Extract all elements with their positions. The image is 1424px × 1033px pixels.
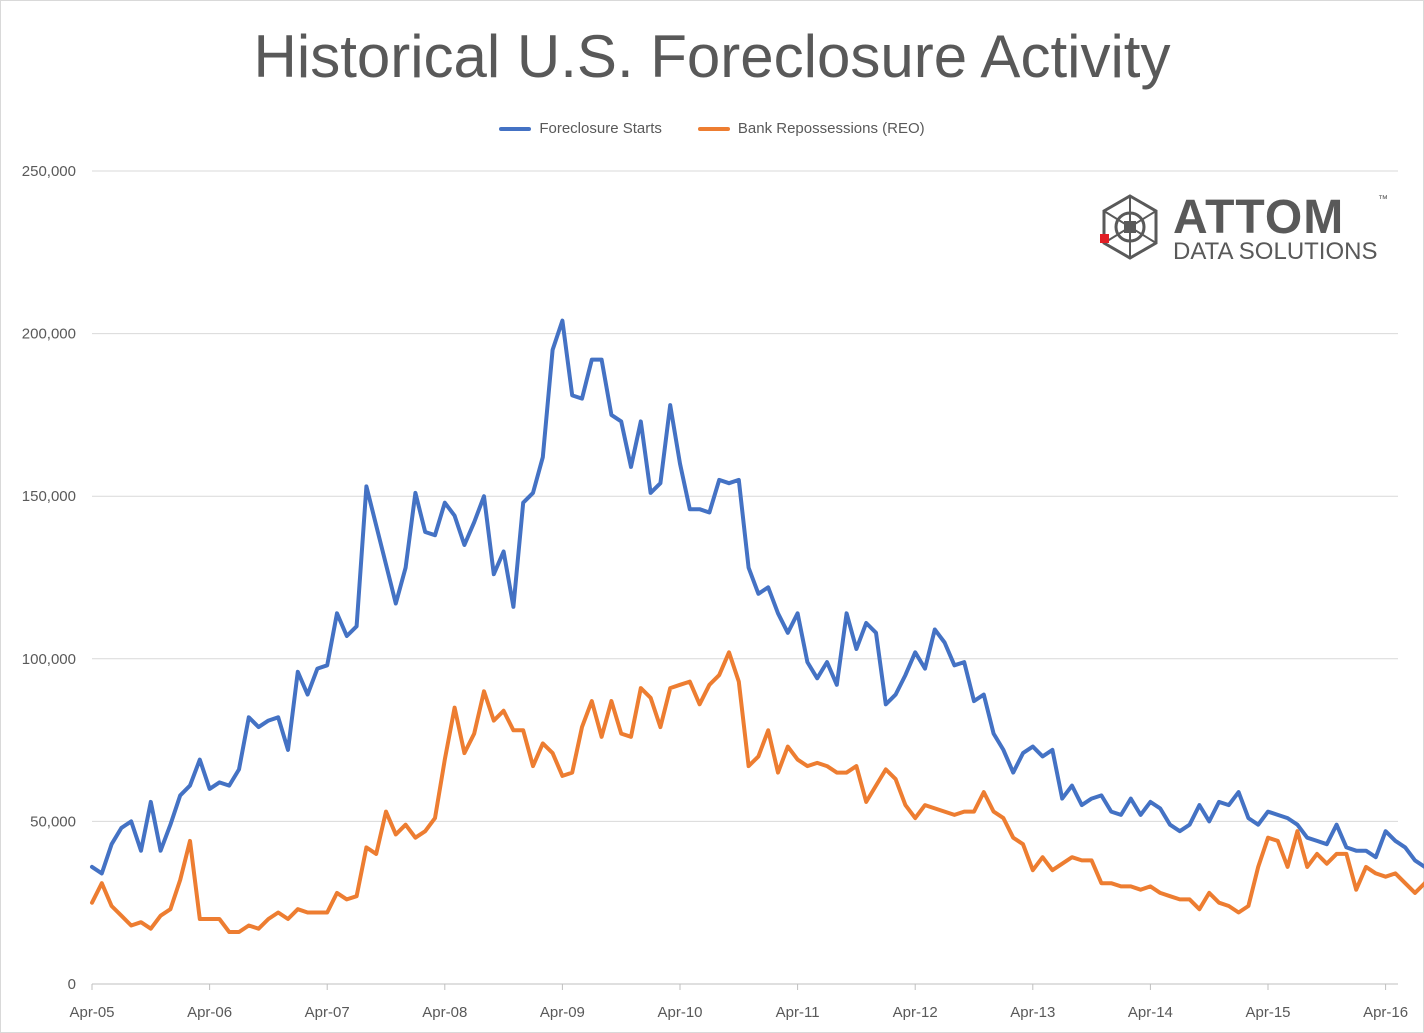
x-tick-label: Apr-09 bbox=[540, 1004, 585, 1021]
x-tick-label: Apr-13 bbox=[1010, 1004, 1055, 1021]
x-tick-label: Apr-05 bbox=[69, 1004, 114, 1021]
legend-item-foreclosure-starts: Foreclosure Starts bbox=[499, 120, 662, 137]
logo-subtitle: DATA SOLUTIONS bbox=[1173, 238, 1378, 265]
x-tick-label: Apr-10 bbox=[657, 1004, 702, 1021]
y-tick-label: 250,000 bbox=[22, 163, 76, 180]
series-line-bank-repossessions bbox=[90, 650, 1424, 934]
y-tick-label: 50,000 bbox=[30, 813, 76, 830]
x-tick-label: Apr-11 bbox=[776, 1004, 820, 1021]
attom-logo: ATTOM ™ DATA SOLUTIONS bbox=[1098, 190, 1398, 270]
x-tick-label: Apr-08 bbox=[422, 1004, 467, 1021]
legend-swatch-bank-repossessions bbox=[697, 126, 730, 131]
attom-logo-icon bbox=[1100, 194, 1158, 260]
legend-swatch-foreclosure-starts bbox=[499, 126, 532, 131]
legend-item-bank-repossessions: Bank Repossessions (REO) bbox=[697, 120, 925, 137]
y-tick-label: 200,000 bbox=[22, 326, 76, 343]
x-tick-label: Apr-15 bbox=[1245, 1004, 1290, 1021]
x-tick-label: Apr-12 bbox=[893, 1004, 938, 1021]
series-line-foreclosure-starts bbox=[90, 318, 1424, 876]
x-tick-label: Apr-14 bbox=[1128, 1004, 1173, 1021]
legend-label-foreclosure-starts: Foreclosure Starts bbox=[539, 120, 662, 137]
legend-label-bank-repossessions: Bank Repossessions (REO) bbox=[737, 120, 925, 137]
y-tick-label: 0 bbox=[68, 976, 76, 993]
chart-title: Historical U.S. Foreclosure Activity bbox=[253, 23, 1171, 90]
x-tick-label: Apr-06 bbox=[187, 1004, 232, 1021]
y-tick-label: 150,000 bbox=[22, 488, 76, 505]
y-tick-label: 100,000 bbox=[22, 651, 76, 668]
logo-trademark: ™ bbox=[1378, 194, 1388, 205]
x-tick-label: Apr-16 bbox=[1363, 1004, 1408, 1021]
x-tick-label: Apr-07 bbox=[305, 1004, 350, 1021]
chart-legend: Foreclosure Starts Bank Repossessions (R… bbox=[0, 120, 1424, 137]
logo-main-text: ATTOM bbox=[1173, 191, 1345, 244]
